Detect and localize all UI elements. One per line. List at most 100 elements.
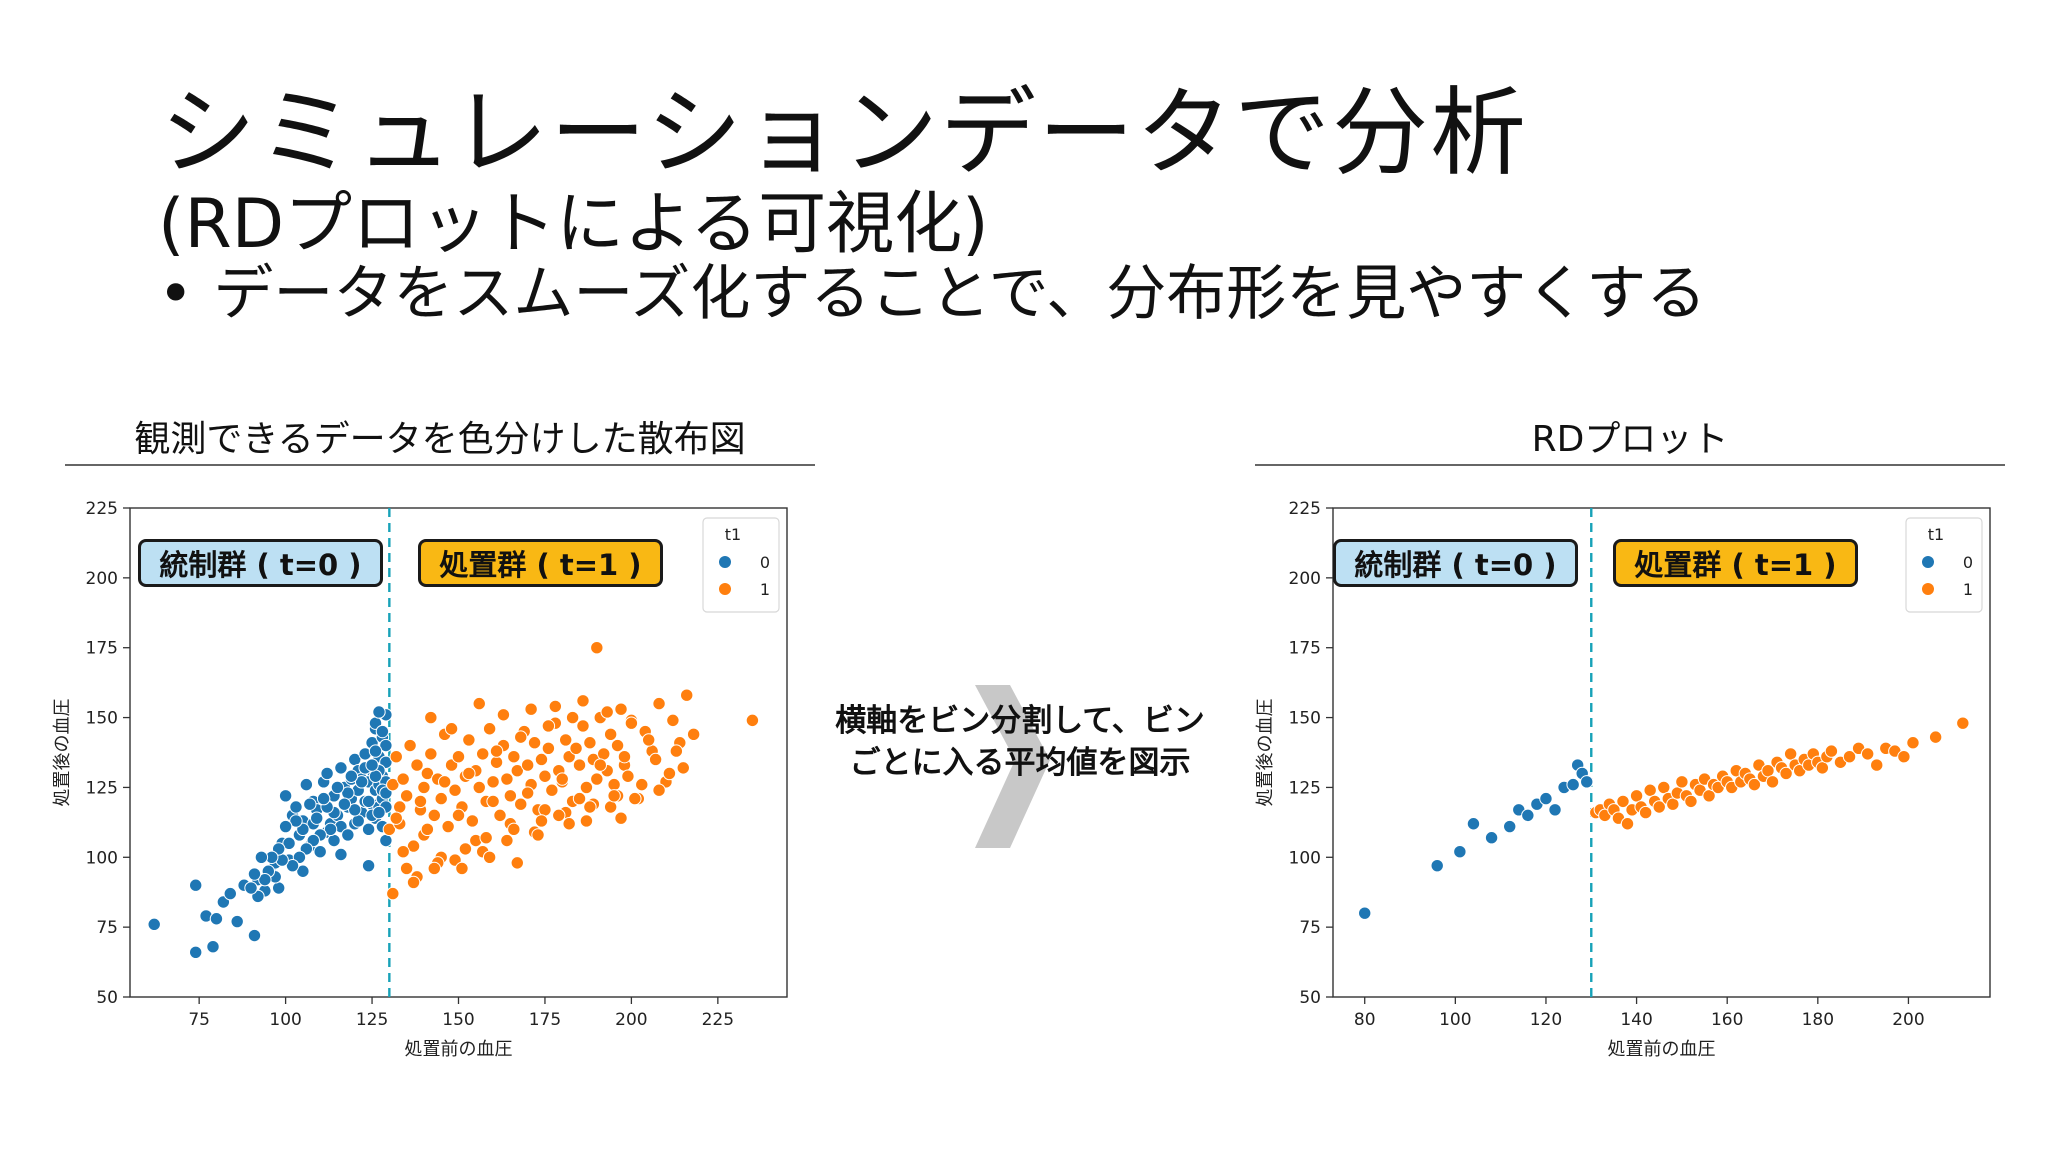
- bullet-dot: •: [158, 259, 194, 329]
- left-point-series-0: [147, 917, 161, 932]
- left-point-series-0: [323, 822, 338, 837]
- left-point-series-1: [424, 747, 438, 761]
- left-point-series-1: [486, 775, 500, 789]
- left-point-series-1: [652, 696, 666, 711]
- left-y-tick-label: 125: [86, 778, 118, 798]
- left-point-series-0: [344, 769, 359, 783]
- right-point-series-1: [1652, 800, 1666, 814]
- left-point-series-1: [444, 722, 459, 736]
- left-point-series-1: [413, 794, 428, 809]
- left-point-series-0: [289, 814, 303, 828]
- left-point-series-1: [648, 752, 663, 767]
- left-point-series-1: [572, 758, 587, 772]
- right-point-series-1: [1779, 766, 1793, 781]
- left-point-series-1: [396, 772, 410, 786]
- left-point-series-1: [486, 794, 500, 809]
- left-x-tick-label: 175: [529, 1010, 561, 1030]
- left-point-series-1: [482, 722, 497, 736]
- left-point-series-1: [621, 769, 635, 783]
- right-point-series-1: [1897, 749, 1911, 764]
- left-point-series-1: [420, 822, 435, 837]
- left-point-series-1: [607, 789, 621, 803]
- left-point-series-1: [583, 736, 597, 750]
- left-point-series-1: [520, 758, 535, 772]
- left-point-series-1: [534, 752, 549, 767]
- left-point-series-1: [410, 758, 424, 772]
- left-point-series-1: [680, 688, 694, 702]
- left-point-series-1: [593, 758, 607, 772]
- left-point-series-1: [666, 713, 680, 728]
- left-point-series-1: [590, 772, 604, 786]
- left-legend-title: t1: [725, 525, 741, 544]
- left-caption-divider: [65, 464, 815, 466]
- right-control-label: 統制群 ( t=0 ): [1333, 539, 1578, 587]
- left-point-series-1: [545, 783, 559, 797]
- left-point-series-1: [590, 641, 604, 655]
- left-legend-marker-0: [719, 556, 731, 568]
- left-x-tick-label: 75: [188, 1010, 210, 1030]
- right-x-axis-label: 処置前の血圧: [1608, 1039, 1716, 1060]
- right-y-tick-label: 175: [1289, 639, 1321, 659]
- slide-title: シミュレーションデータで分析: [160, 77, 1529, 189]
- left-point-series-0: [379, 833, 393, 848]
- left-point-series-0: [368, 744, 383, 758]
- left-x-tick-label: 225: [702, 1010, 734, 1030]
- right-point-series-1: [1928, 730, 1943, 744]
- left-point-series-1: [524, 702, 538, 716]
- left-point-series-1: [399, 789, 414, 803]
- left-point-series-0: [368, 769, 383, 783]
- left-point-series-1: [507, 822, 521, 837]
- left-point-series-1: [427, 808, 441, 823]
- left-point-series-1: [441, 819, 455, 834]
- right-x-tick-label: 140: [1620, 1010, 1652, 1030]
- right-legend-marker-0: [1922, 556, 1934, 568]
- right-y-axis-label: 処置後の血圧: [1255, 699, 1276, 807]
- transform-description: 横軸をビン分割して、ビンごとに入る平均値を図示: [835, 703, 1205, 781]
- left-point-series-1: [382, 822, 397, 837]
- left-point-series-1: [437, 775, 452, 789]
- left-y-tick-label: 50: [96, 988, 118, 1008]
- left-point-series-1: [476, 747, 490, 761]
- right-plot-frame: [1332, 507, 1991, 998]
- left-point-series-1: [503, 789, 518, 803]
- right-y-tick-label: 100: [1289, 848, 1321, 868]
- left-point-series-0: [361, 794, 376, 809]
- left-point-series-0: [282, 836, 296, 851]
- left-point-series-0: [330, 780, 345, 795]
- left-point-series-0: [361, 858, 376, 873]
- left-point-series-1: [579, 814, 594, 828]
- left-point-series-1: [541, 719, 556, 733]
- left-point-series-1: [424, 710, 438, 725]
- left-point-series-1: [455, 861, 469, 876]
- transform-arrow-icon: [975, 685, 1050, 848]
- right-point-series-0: [1580, 775, 1594, 789]
- left-point-series-0: [310, 811, 324, 825]
- left-point-series-0: [258, 872, 272, 887]
- left-point-series-1: [520, 786, 535, 800]
- left-point-series-1: [514, 730, 528, 744]
- left-point-series-0: [361, 822, 376, 837]
- right-point-series-1: [1870, 758, 1884, 772]
- right-point-series-1: [1684, 794, 1698, 809]
- right-point-series-1: [1643, 783, 1657, 797]
- left-y-tick-label: 175: [86, 639, 118, 659]
- left-point-series-1: [458, 842, 473, 856]
- left-point-series-1: [427, 861, 441, 876]
- left-point-series-0: [278, 819, 293, 834]
- left-y-tick-label: 200: [86, 569, 118, 589]
- left-point-series-0: [189, 945, 203, 959]
- left-point-series-1: [538, 803, 552, 817]
- left-point-series-1: [569, 741, 583, 756]
- left-point-series-0: [303, 797, 317, 811]
- left-point-series-1: [507, 749, 521, 764]
- left-point-series-1: [614, 702, 628, 716]
- left-point-series-1: [396, 844, 410, 859]
- left-point-series-0: [285, 858, 300, 873]
- left-point-series-1: [652, 783, 666, 797]
- left-point-series-0: [254, 850, 269, 864]
- right-point-series-0: [1430, 858, 1444, 873]
- left-point-series-1: [451, 808, 466, 823]
- left-point-series-1: [489, 744, 504, 758]
- left-point-series-1: [572, 791, 587, 806]
